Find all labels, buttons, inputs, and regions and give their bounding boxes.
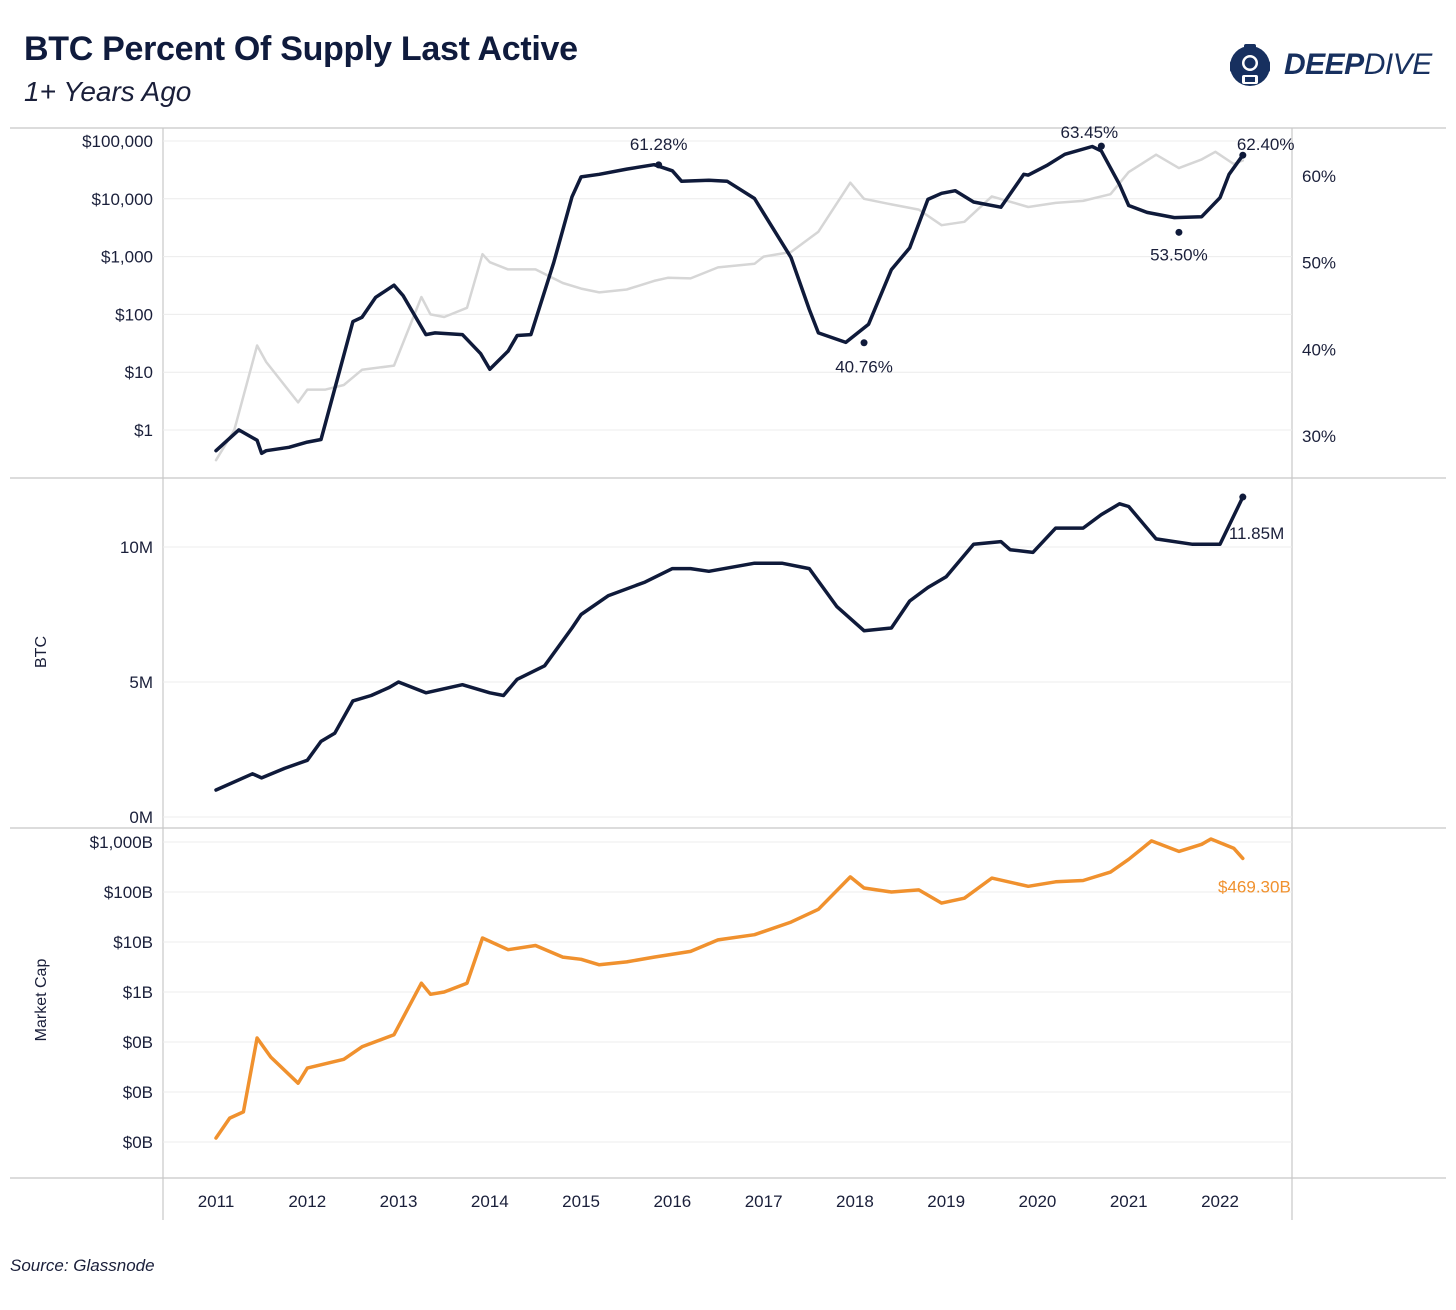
mid-tick-label: 10M [120, 538, 153, 557]
mid-tick-label: 0M [129, 808, 153, 827]
logo-deep: DEEP [1284, 48, 1364, 81]
x-tick-label: 2020 [1019, 1192, 1057, 1211]
bottom-tick-label: $0B [123, 1083, 153, 1102]
x-tick-label: 2019 [927, 1192, 965, 1211]
left-tick-label: $1,000 [101, 248, 153, 267]
series-lines [214, 144, 1245, 1140]
mid-y-axis-label: BTC [33, 636, 50, 668]
bottom-tick-label: $10B [113, 933, 153, 952]
logo-dive: DIVE [1363, 48, 1433, 81]
annotation-marker [1239, 151, 1247, 159]
x-tick-label: 2021 [1110, 1192, 1148, 1211]
chart-area: 2011 2012 2013 2014 2015 2016 2017 2018 2019 2020… [10, 123, 1446, 1220]
x-tick-label: 2016 [653, 1192, 691, 1211]
left-tick-label: $10 [125, 363, 153, 382]
annotation-label: 53.50% [1150, 245, 1208, 264]
left-tick-label: $10,000 [92, 190, 153, 209]
annotation-marker [1175, 228, 1183, 236]
x-tick-label: 2018 [836, 1192, 874, 1211]
x-tick-label: 2022 [1201, 1192, 1239, 1211]
chart-subtitle: 1+ Years Ago [24, 76, 192, 107]
btc-price-line [214, 150, 1245, 462]
left-tick-label: $100 [115, 305, 153, 324]
logo-wordmark: DEEPDIVE [1284, 48, 1432, 82]
axis-labels: 2011 2012 2013 2014 2015 2016 2017 2018 2019 2020… [33, 132, 1336, 1211]
bottom-tick-label: $0B [123, 1133, 153, 1152]
left-tick-label: $100,000 [82, 132, 153, 151]
percent-supply-line [214, 144, 1245, 456]
annotation-label: 62.40% [1237, 135, 1295, 154]
annotation-label: 40.76% [835, 358, 893, 377]
annotation-label: 11.85M [1229, 524, 1284, 543]
market-cap-line [214, 837, 1245, 1140]
left-tick-label: $1 [134, 421, 153, 440]
annotation-marker [655, 161, 663, 169]
x-tick-label: 2013 [380, 1192, 418, 1211]
annotation-label: $469.30B [1218, 877, 1291, 896]
right-tick-label: 30% [1302, 427, 1336, 446]
gridlines [163, 140, 1292, 1143]
mid-tick-label: 5M [129, 673, 153, 692]
diving-helmet-icon [1230, 44, 1270, 86]
bottom-tick-label: $1B [123, 983, 153, 1002]
annotation-label: 63.45% [1061, 123, 1119, 142]
x-tick-label: 2014 [471, 1192, 509, 1211]
btc-supply-line [214, 495, 1245, 792]
chart-title: BTC Percent Of Supply Last Active [24, 30, 578, 68]
source-note: Source: Glassnode [10, 1256, 155, 1275]
bottom-y-axis-label: Market Cap [33, 959, 50, 1042]
bottom-tick-label: $1,000B [90, 833, 153, 852]
x-tick-label: 2015 [562, 1192, 600, 1211]
data-labels: 61.28% 40.76% 63.45% 53.50% 62.40% 11.85M $469… [630, 123, 1295, 896]
x-tick-label: 2012 [288, 1192, 326, 1211]
deepdive-logo: DEEPDIVE [1226, 42, 1446, 92]
annotation-marker [1097, 142, 1105, 150]
annotation-marker [860, 339, 868, 347]
annotation-label: 61.28% [630, 135, 688, 154]
panel-frame [10, 127, 1446, 1220]
right-tick-label: 50% [1302, 254, 1336, 273]
x-tick-label: 2011 [198, 1192, 235, 1211]
bottom-tick-label: $100B [104, 883, 153, 902]
x-tick-label: 2017 [745, 1192, 783, 1211]
right-tick-label: 60% [1302, 167, 1336, 186]
bottom-tick-label: $0B [123, 1033, 153, 1052]
annotation-marker [1239, 493, 1247, 501]
right-tick-label: 40% [1302, 340, 1336, 359]
